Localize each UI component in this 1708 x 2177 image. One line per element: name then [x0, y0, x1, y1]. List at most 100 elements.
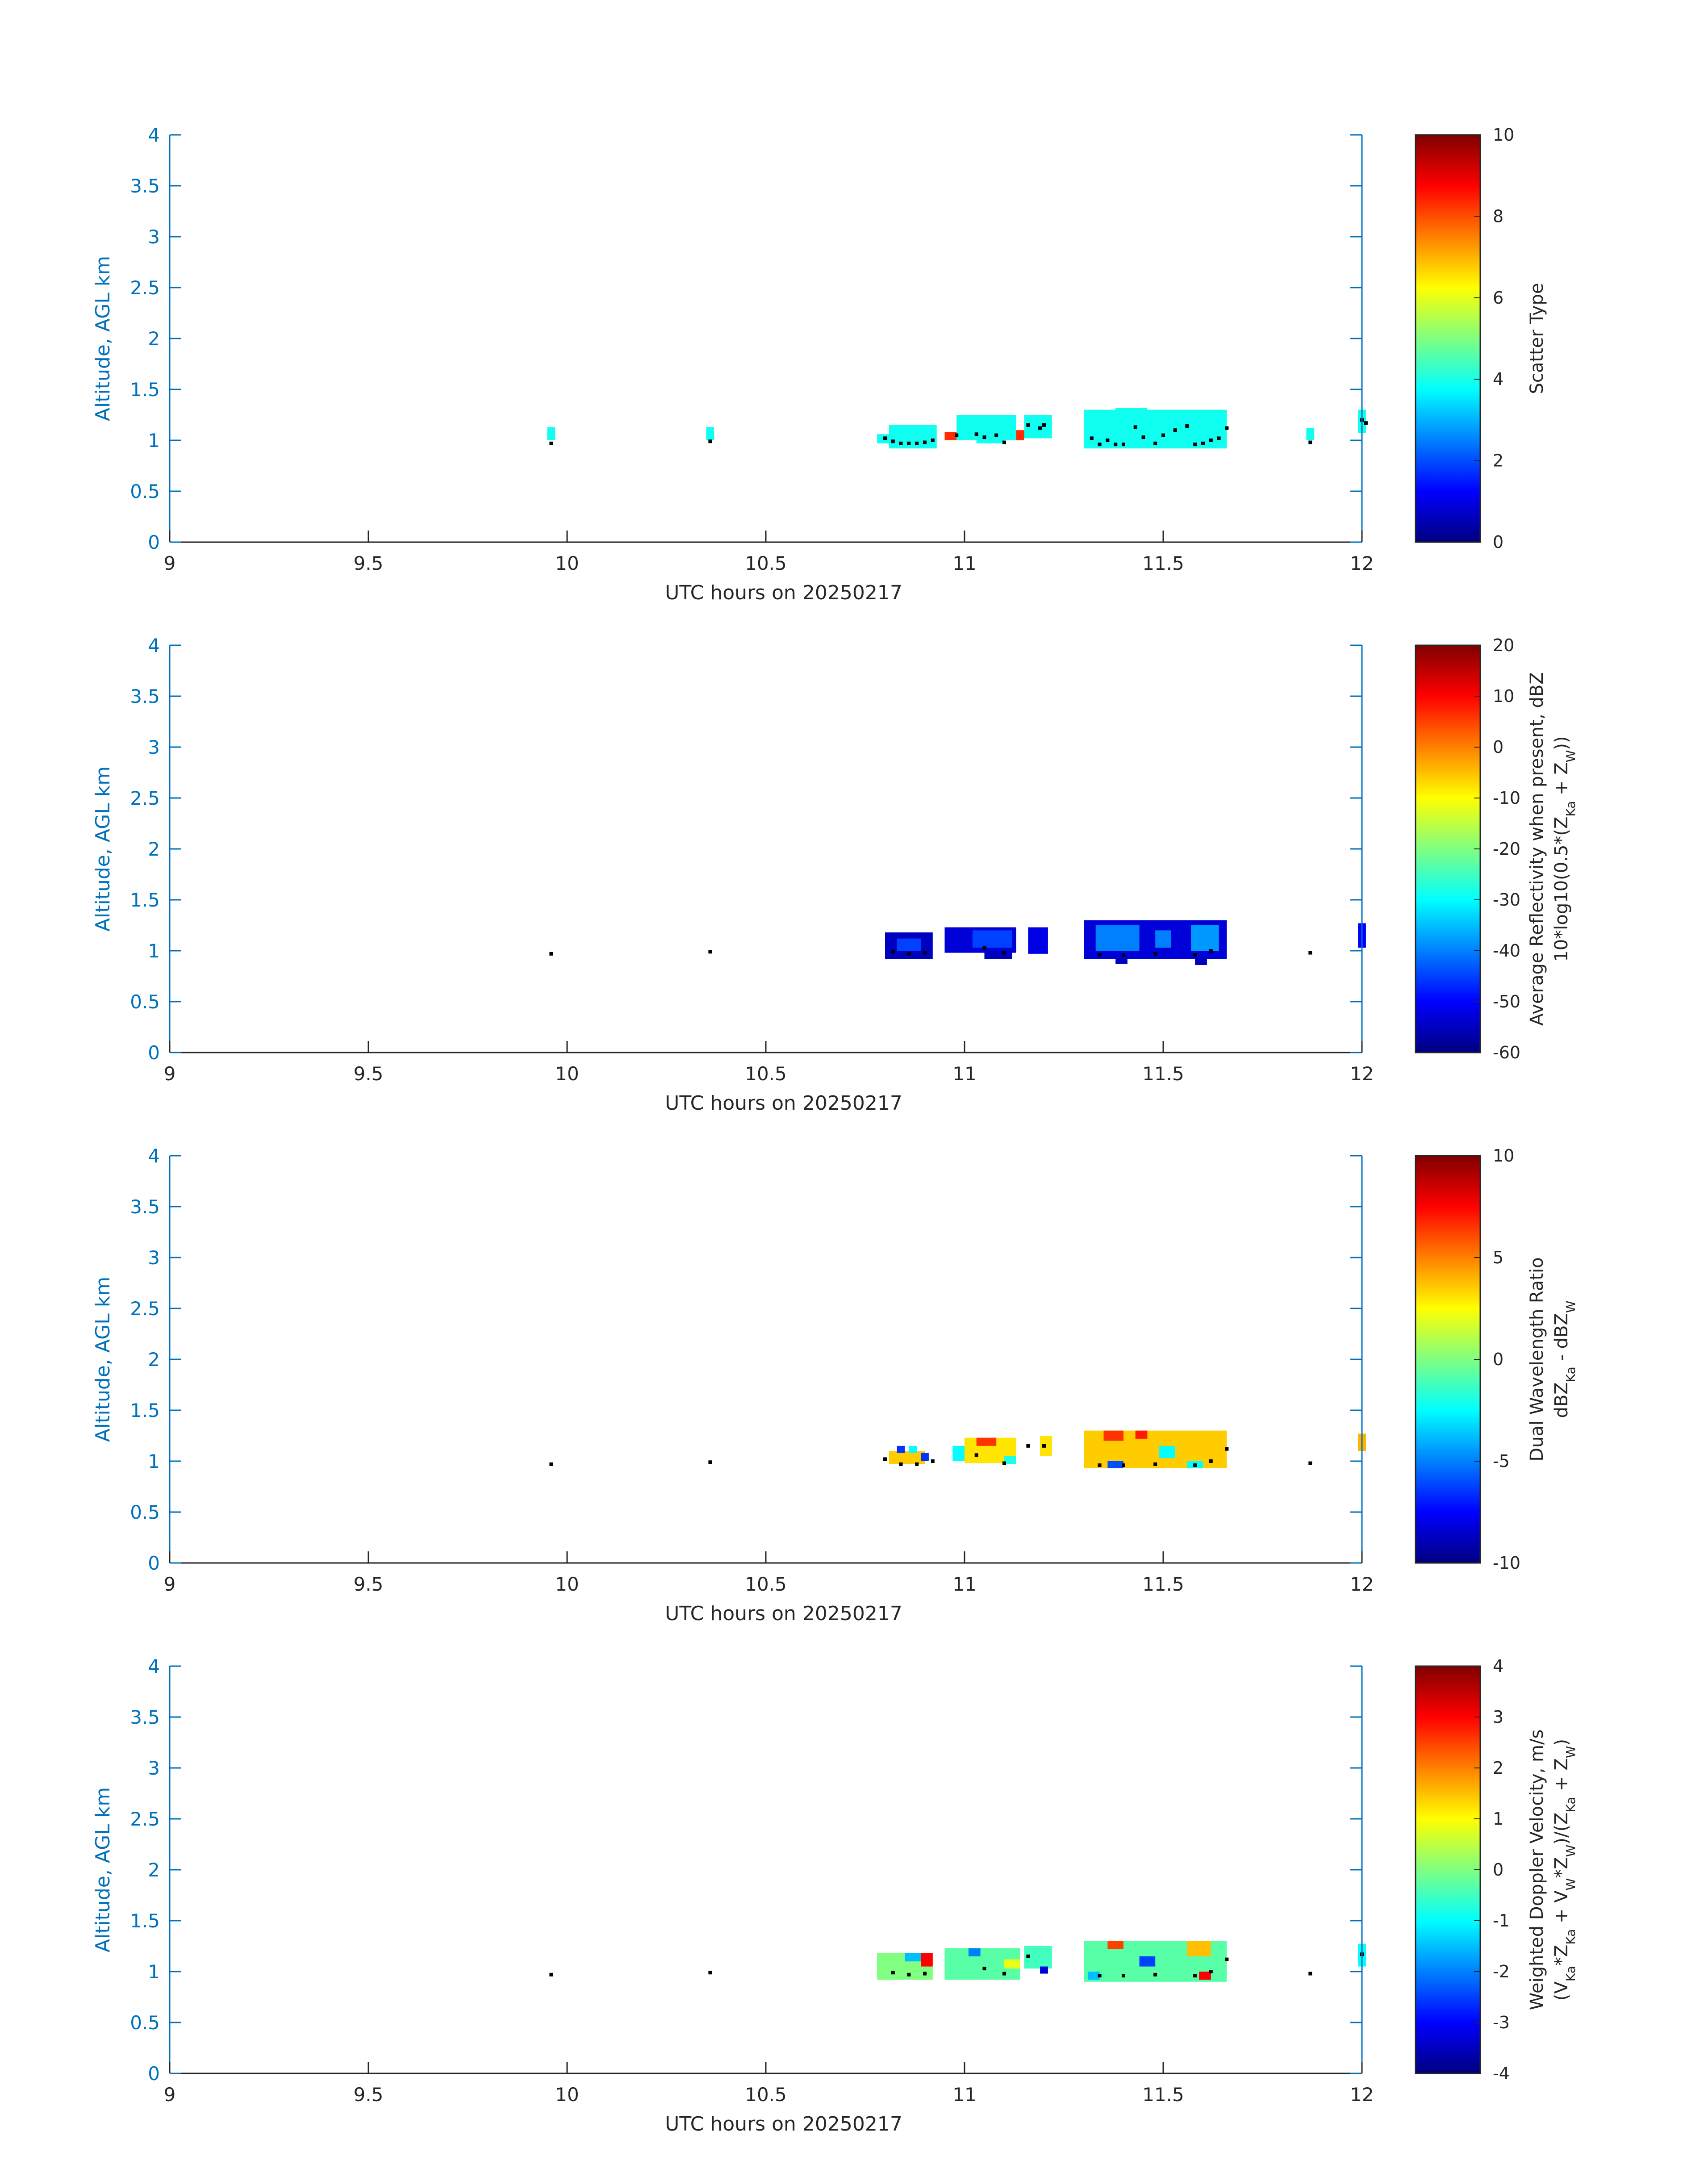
- cloud-base-point: [549, 952, 553, 956]
- cloud-base-point: [982, 435, 986, 439]
- y-tick-label: 4: [148, 124, 160, 146]
- cloud-base-point: [1098, 1974, 1102, 1978]
- y-tick-label: 1: [148, 1961, 160, 1983]
- y-tick-label: 4: [148, 635, 160, 656]
- y-axis-label: Altitude, AGL km: [92, 1277, 114, 1442]
- x-axis-label: UTC hours on 20250217: [665, 1092, 902, 1115]
- heatmap-cell: [1016, 430, 1024, 440]
- y-tick-label: 0: [148, 2063, 160, 2085]
- x-tick-label: 9.5: [354, 552, 384, 574]
- y-tick-label: 3: [148, 736, 160, 758]
- cloud-base-point: [1122, 953, 1125, 957]
- cloud-base-point: [708, 439, 712, 443]
- y-axis-label: Altitude, AGL km: [92, 1787, 114, 1952]
- heatmap-cell: [1115, 956, 1128, 964]
- cloud-base-point: [1209, 1970, 1213, 1973]
- y-tick-label: 3: [148, 226, 160, 248]
- x-tick-label: 11: [952, 2084, 976, 2106]
- y-tick-label: 0: [148, 531, 160, 553]
- x-tick-label: 12: [1350, 552, 1374, 574]
- plot-area: [170, 1156, 1362, 1563]
- cloud-base-point: [1141, 435, 1145, 439]
- cloud-base-point: [1002, 951, 1006, 955]
- x-tick-label: 11: [952, 1573, 976, 1595]
- cloud-base-point: [907, 441, 911, 445]
- cloud-base-point: [974, 1453, 978, 1457]
- y-tick-label: 0: [148, 1042, 160, 1064]
- colorbar-tick-label: 4: [1493, 369, 1503, 389]
- colorbar-tick-label: 3: [1493, 1707, 1503, 1727]
- x-tick-label: 9: [164, 2084, 176, 2106]
- heatmap-cell: [1107, 1461, 1123, 1468]
- colorbar-label: Weighted Doppler Velocity, m/s: [1527, 1730, 1547, 2010]
- plot-area: [170, 645, 1362, 1053]
- cloud-base-point: [974, 432, 978, 436]
- colorbar-tick-label: 10: [1493, 125, 1514, 145]
- heatmap-cell: [909, 1446, 917, 1453]
- y-axis-label: Altitude, AGL km: [92, 766, 114, 932]
- cloud-base-point: [1026, 1954, 1030, 1958]
- cloud-base-point: [549, 1462, 553, 1466]
- colorbar-tick-label: 10: [1493, 686, 1514, 706]
- x-tick-label: 9.5: [354, 1573, 384, 1595]
- cloud-base-point: [1225, 1447, 1229, 1451]
- colorbar-tick-label: 0: [1493, 532, 1503, 552]
- cloud-base-point: [1042, 1444, 1046, 1448]
- y-tick-label: 3: [148, 1247, 160, 1269]
- x-tick-label: 11: [952, 1063, 976, 1085]
- colorbar: [1415, 134, 1481, 543]
- cloud-base-point: [1106, 439, 1110, 442]
- colorbar-tick-label: -30: [1493, 890, 1520, 910]
- x-axis-label: UTC hours on 20250217: [665, 2113, 902, 2135]
- y-tick-label: 2: [148, 1859, 160, 1881]
- colorbar-tick-label: 1: [1493, 1809, 1503, 1829]
- colorbar-tick-label: 20: [1493, 635, 1514, 655]
- x-tick-label: 11.5: [1142, 1063, 1184, 1085]
- cloud-base-point: [931, 1459, 935, 1463]
- y-tick-label: 2.5: [130, 1298, 160, 1320]
- heatmap-cell: [1306, 428, 1315, 440]
- heatmap-cell: [905, 1953, 921, 1962]
- heatmap-cell: [1135, 1430, 1148, 1439]
- y-tick-label: 3.5: [130, 175, 160, 197]
- y-tick-label: 4: [148, 1145, 160, 1167]
- cloud-base-point: [931, 439, 935, 442]
- cloud-base-point: [883, 436, 887, 440]
- x-tick-label: 10: [555, 1063, 579, 1085]
- cloud-base-point: [891, 950, 895, 954]
- cloud-base-point: [1133, 425, 1137, 429]
- cloud-base-point: [1217, 436, 1221, 440]
- cloud-base-point: [1308, 440, 1312, 444]
- heatmap-cell: [1187, 1941, 1211, 1956]
- colorbar-tick-label: -10: [1493, 1553, 1520, 1573]
- heatmap-cell: [897, 1446, 905, 1453]
- cloud-base-point: [923, 951, 927, 955]
- cloud-base-point: [1193, 1463, 1197, 1467]
- cloud-base-point: [1002, 1461, 1006, 1465]
- y-tick-label: 0.5: [130, 1501, 160, 1523]
- heatmap-cell: [972, 930, 1012, 948]
- x-tick-label: 12: [1350, 1063, 1374, 1085]
- y-tick-label: 2: [148, 328, 160, 350]
- cloud-base-point: [1002, 1972, 1006, 1976]
- colorbar-tick-label: -1: [1493, 1911, 1510, 1930]
- colorbar-tick-label: 0: [1493, 1860, 1503, 1880]
- cloud-base-point: [1364, 421, 1368, 425]
- cloud-base-point: [1193, 443, 1197, 447]
- cloud-base-point: [1038, 426, 1042, 430]
- x-tick-label: 10: [555, 552, 579, 574]
- heatmap-cell: [1028, 927, 1048, 954]
- heatmap-cell: [921, 1453, 929, 1461]
- heatmap-cell: [889, 425, 937, 449]
- heatmap-cell: [706, 427, 714, 440]
- cloud-base-point: [915, 441, 919, 445]
- x-tick-label: 11.5: [1142, 1573, 1184, 1595]
- cloud-base-point: [883, 1457, 887, 1461]
- cloud-base-point: [1042, 423, 1046, 427]
- x-tick-label: 9: [164, 1063, 176, 1085]
- heatmap-cell: [1155, 930, 1171, 948]
